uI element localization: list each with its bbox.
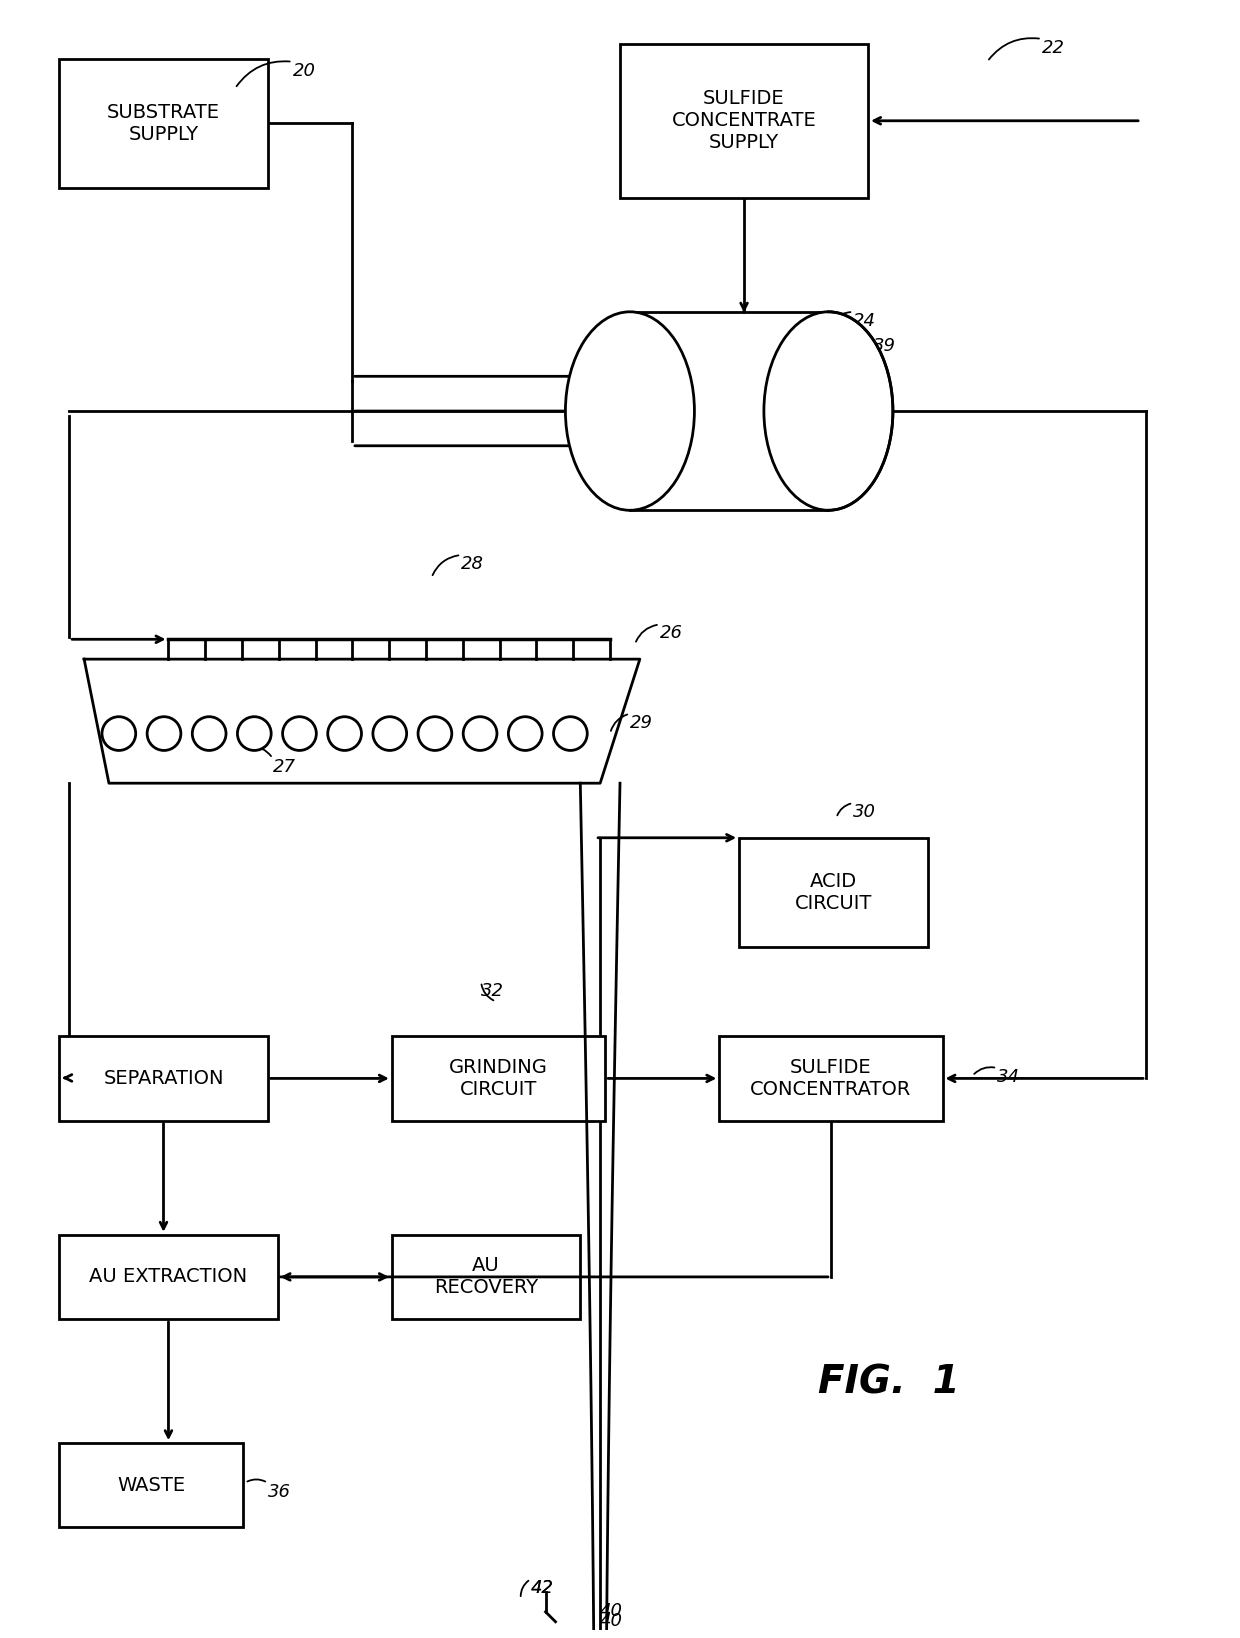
Text: FIG.  1: FIG. 1: [818, 1364, 960, 1402]
Text: 42: 42: [531, 1579, 554, 1597]
Text: 24: 24: [853, 311, 877, 329]
Text: 36: 36: [268, 1482, 290, 1500]
Text: 27: 27: [273, 758, 295, 776]
Text: 40: 40: [600, 1602, 624, 1620]
Ellipse shape: [764, 311, 893, 511]
Circle shape: [508, 717, 542, 750]
Text: 32: 32: [481, 981, 505, 999]
Circle shape: [553, 717, 588, 750]
Text: 40: 40: [600, 1612, 624, 1630]
Ellipse shape: [764, 311, 893, 511]
Text: 28: 28: [461, 555, 484, 573]
Circle shape: [464, 717, 497, 750]
Circle shape: [237, 717, 272, 750]
Bar: [719, 1037, 942, 1120]
Text: SEPARATION: SEPARATION: [103, 1070, 223, 1088]
Bar: [392, 1037, 605, 1120]
Text: AU
RECOVERY: AU RECOVERY: [434, 1256, 538, 1297]
Bar: [739, 837, 928, 947]
Bar: [620, 44, 868, 198]
Text: GRINDING
CIRCUIT: GRINDING CIRCUIT: [449, 1058, 548, 1099]
Text: 34: 34: [997, 1068, 1021, 1086]
Text: 39: 39: [873, 337, 897, 354]
Text: 30: 30: [853, 803, 877, 821]
Circle shape: [192, 717, 226, 750]
Text: 29: 29: [630, 714, 653, 732]
Text: 22: 22: [1042, 39, 1065, 57]
Text: AU EXTRACTION: AU EXTRACTION: [89, 1268, 248, 1286]
Text: ACID
CIRCUIT: ACID CIRCUIT: [795, 871, 872, 912]
Text: 26: 26: [660, 624, 683, 642]
Ellipse shape: [565, 311, 694, 511]
Circle shape: [283, 717, 316, 750]
Circle shape: [373, 717, 407, 750]
Bar: [60, 1235, 278, 1319]
Text: SUBSTRATE
SUPPLY: SUBSTRATE SUPPLY: [107, 103, 219, 144]
Circle shape: [327, 717, 362, 750]
Text: SULFIDE
CONCENTRATE
SUPPLY: SULFIDE CONCENTRATE SUPPLY: [672, 90, 816, 152]
Text: 20: 20: [293, 62, 315, 80]
Bar: [630, 311, 828, 511]
Circle shape: [102, 717, 135, 750]
Circle shape: [148, 717, 181, 750]
Text: WASTE: WASTE: [117, 1476, 185, 1495]
Text: SULFIDE
CONCENTRATOR: SULFIDE CONCENTRATOR: [750, 1058, 911, 1099]
Text: 42: 42: [531, 1579, 554, 1597]
Circle shape: [418, 717, 451, 750]
Bar: [392, 1235, 580, 1319]
Bar: [60, 1037, 268, 1120]
Bar: [60, 1443, 243, 1528]
Bar: [60, 59, 268, 188]
